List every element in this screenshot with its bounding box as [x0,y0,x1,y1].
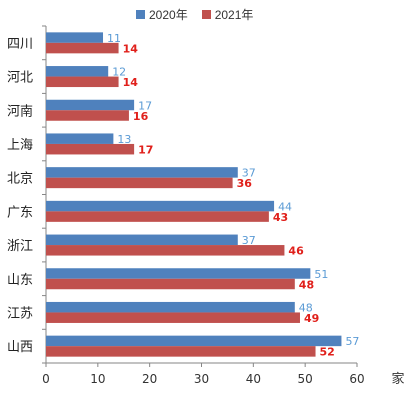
category-label: 河北 [7,71,33,86]
legend-label-2020: 2020年 [149,8,188,22]
legend-item-2021: 2021年 [201,6,254,23]
category-label: 广东 [7,205,33,220]
data-label-2020: 51 [314,268,328,281]
category-label: 江苏 [7,305,33,321]
bar-2020 [46,99,135,111]
data-label-2021: 17 [138,143,153,156]
data-label-2021: 43 [273,211,288,224]
x-tick-label: 50 [298,372,313,386]
category-label: 浙江 [7,239,33,254]
category-label: 上海 [7,138,33,153]
bar-2020 [46,268,311,279]
bar-2021 [46,143,135,155]
bar-2021 [46,177,233,189]
data-label-2020: 11 [107,32,121,45]
legend-item-2020: 2020年 [136,6,188,23]
x-tick-label: 20 [142,372,157,386]
legend-label-2021: 2021年 [214,8,254,22]
bar-2021 [46,76,119,88]
bar-2020 [46,167,238,178]
data-label-2020: 57 [345,335,359,348]
bar-2020 [46,301,295,313]
bar-2020 [46,66,109,77]
data-label-2020: 12 [112,66,126,79]
bar-2021 [46,346,316,357]
x-tick-label: 40 [246,372,261,386]
category-label: 山东 [7,273,33,288]
legend: 2020年 2021年 [136,6,253,23]
bar-2020 [46,133,114,144]
data-label-2020: 13 [117,133,131,146]
data-label-2020: 17 [138,99,152,112]
category-label: 河南 [7,103,33,119]
category-label: 山西 [7,340,33,355]
data-label-2020: 48 [299,301,313,314]
x-tick-label: 10 [90,372,105,386]
data-label-2021: 36 [237,177,253,190]
data-label-2020: 37 [242,234,256,247]
x-tick-label: 30 [194,372,209,386]
legend-swatch-2021 [201,10,211,19]
bar-2020 [46,234,238,246]
data-label-2021: 14 [123,76,139,89]
bar-2021 [46,278,295,290]
x-tick-label: 60 [349,372,364,386]
category-label: 四川 [7,37,33,52]
bar-2021 [46,211,269,222]
bar-2020 [46,200,275,212]
data-label-2020: 44 [278,200,292,213]
data-label-2021: 14 [123,42,139,55]
data-label-2021: 46 [288,245,304,258]
x-axis-unit-label: 家 [391,371,404,387]
legend-swatch-2020 [136,10,145,19]
category-label: 北京 [7,172,33,187]
data-label-2021: 49 [304,312,319,325]
data-label-2020: 37 [242,167,256,180]
bar-2020 [46,32,104,43]
bar-2021 [46,42,119,54]
bar-2021 [46,312,300,323]
bar-2021 [46,245,285,256]
bar-2020 [46,335,342,347]
data-label-2021: 16 [133,110,149,123]
data-label-2021: 48 [299,278,314,291]
data-label-2021: 52 [320,346,335,359]
bar-2021 [46,110,129,121]
x-tick-label: 0 [42,372,50,386]
